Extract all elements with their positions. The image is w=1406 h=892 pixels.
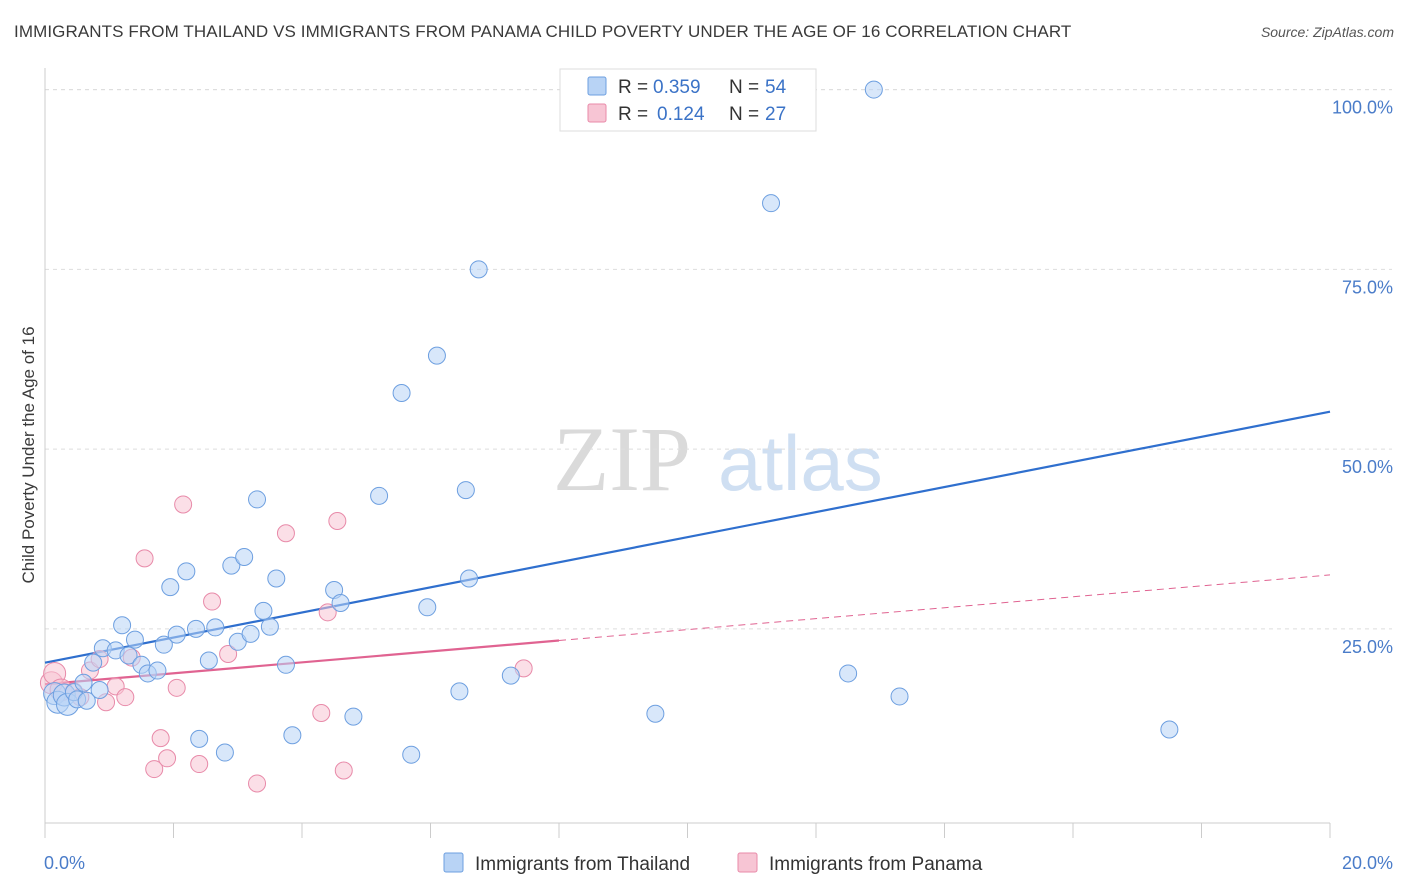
point-thailand-47 xyxy=(460,569,479,588)
y-tick-labels: 25.0% 50.0% 75.0% 100.0% xyxy=(1332,98,1393,657)
point-thailand-31 xyxy=(248,490,267,509)
point-thailand-32 xyxy=(254,601,273,620)
source-credit: Source: ZipAtlas.com xyxy=(1260,24,1394,40)
point-thailand-13 xyxy=(119,646,138,665)
point-thailand-27 xyxy=(222,556,241,575)
point-thailand-51 xyxy=(762,194,781,213)
legend-r-value-thailand: 0.359 xyxy=(653,77,701,98)
legend-n-label-panama: N = xyxy=(729,104,759,125)
point-thailand-55 xyxy=(1160,720,1179,739)
series-legend-label-thailand: Immigrants from Thailand xyxy=(475,854,690,875)
point-thailand-48 xyxy=(469,260,488,279)
point-thailand-14 xyxy=(125,630,144,649)
point-thailand-34 xyxy=(267,569,286,588)
legend-swatch-thailand xyxy=(587,76,607,96)
point-panama-18 xyxy=(203,592,222,611)
point-thailand-26 xyxy=(215,743,234,762)
point-thailand-50 xyxy=(646,704,665,723)
point-panama-24 xyxy=(328,512,347,530)
point-thailand-29 xyxy=(235,547,254,566)
watermark: ZIP atlas xyxy=(553,408,883,510)
x-tick-marks xyxy=(44,823,1331,838)
point-thailand-6 xyxy=(74,673,93,692)
point-thailand-9 xyxy=(90,680,109,699)
legend-swatch-panama xyxy=(587,103,607,123)
point-thailand-7 xyxy=(77,691,96,710)
point-thailand-42 xyxy=(402,745,421,764)
point-thailand-25 xyxy=(206,618,225,637)
y-tick-label-50: 50.0% xyxy=(1342,457,1393,477)
series-legend-swatch-panama xyxy=(737,852,758,873)
x-tick-label-min: 0.0% xyxy=(44,853,85,873)
point-thailand-19 xyxy=(161,578,180,597)
watermark-zip: ZIP xyxy=(553,408,691,510)
point-thailand-41 xyxy=(392,384,411,403)
y-tick-label-100: 100.0% xyxy=(1332,98,1393,118)
legend-n-value-panama: 27 xyxy=(765,104,786,125)
point-thailand-12 xyxy=(113,616,132,635)
point-thailand-40 xyxy=(370,486,389,505)
series-legend: Immigrants from Thailand Immigrants from… xyxy=(443,852,983,875)
point-panama-21 xyxy=(276,524,295,543)
point-thailand-36 xyxy=(283,726,302,745)
point-thailand-33 xyxy=(260,617,279,636)
point-panama-23 xyxy=(318,603,337,622)
point-thailand-38 xyxy=(331,593,350,612)
legend-r-label-panama: R = xyxy=(618,104,648,125)
point-thailand-45 xyxy=(450,682,469,701)
point-thailand-22 xyxy=(186,619,205,638)
point-thailand-44 xyxy=(427,346,446,365)
point-thailand-24 xyxy=(199,651,218,670)
legend-r-label-thailand: R = xyxy=(618,77,648,98)
point-thailand-39 xyxy=(344,707,363,726)
trend-line-dashed-panama xyxy=(558,574,1331,642)
point-panama-16 xyxy=(174,495,193,514)
y-tick-label-25: 25.0% xyxy=(1342,637,1393,657)
point-panama-22 xyxy=(312,703,331,722)
watermark-atlas: atlas xyxy=(718,419,883,507)
y-axis-label: Child Poverty Under the Age of 16 xyxy=(19,326,38,583)
point-thailand-52 xyxy=(839,664,858,683)
point-panama-19 xyxy=(219,645,238,664)
point-panama-12 xyxy=(145,760,164,779)
point-thailand-20 xyxy=(167,625,186,644)
point-panama-11 xyxy=(135,549,154,568)
point-panama-15 xyxy=(167,678,186,697)
trend-lines xyxy=(44,410,1331,686)
legend-n-label-thailand: N = xyxy=(729,77,759,98)
point-panama-9 xyxy=(116,688,135,707)
chart-title: IMMIGRANTS FROM THAILAND VS IMMIGRANTS F… xyxy=(14,22,1072,41)
y-tick-label-75: 75.0% xyxy=(1342,277,1393,297)
point-panama-13 xyxy=(151,729,170,748)
x-tick-label-max: 20.0% xyxy=(1342,853,1393,873)
point-thailand-17 xyxy=(148,661,167,680)
legend-n-value-thailand: 54 xyxy=(765,77,787,98)
point-thailand-54 xyxy=(890,687,909,706)
point-thailand-43 xyxy=(418,598,437,617)
gridlines xyxy=(45,89,1392,630)
trend-line-thailand xyxy=(44,410,1331,664)
thailand-points xyxy=(43,80,1179,764)
point-thailand-21 xyxy=(177,562,196,581)
series-legend-label-panama: Immigrants from Panama xyxy=(769,854,983,875)
legend-r-value-panama: 0.124 xyxy=(657,104,705,125)
point-thailand-53 xyxy=(864,80,883,99)
point-thailand-28 xyxy=(228,632,247,651)
point-thailand-30 xyxy=(241,624,260,643)
point-panama-20 xyxy=(248,774,267,793)
point-panama-25 xyxy=(334,761,353,780)
point-thailand-35 xyxy=(276,655,295,674)
point-panama-14 xyxy=(158,749,177,768)
point-thailand-46 xyxy=(456,481,475,500)
point-panama-17 xyxy=(190,755,209,774)
point-thailand-49 xyxy=(501,666,520,685)
point-thailand-23 xyxy=(190,729,209,748)
point-thailand-18 xyxy=(154,635,173,654)
series-legend-swatch-thailand xyxy=(443,852,464,873)
stats-legend: R = 0.359 N = 54 R = 0.124 N = 27 xyxy=(559,68,817,132)
point-thailand-8 xyxy=(84,653,103,672)
trend-line-panama xyxy=(44,639,560,686)
